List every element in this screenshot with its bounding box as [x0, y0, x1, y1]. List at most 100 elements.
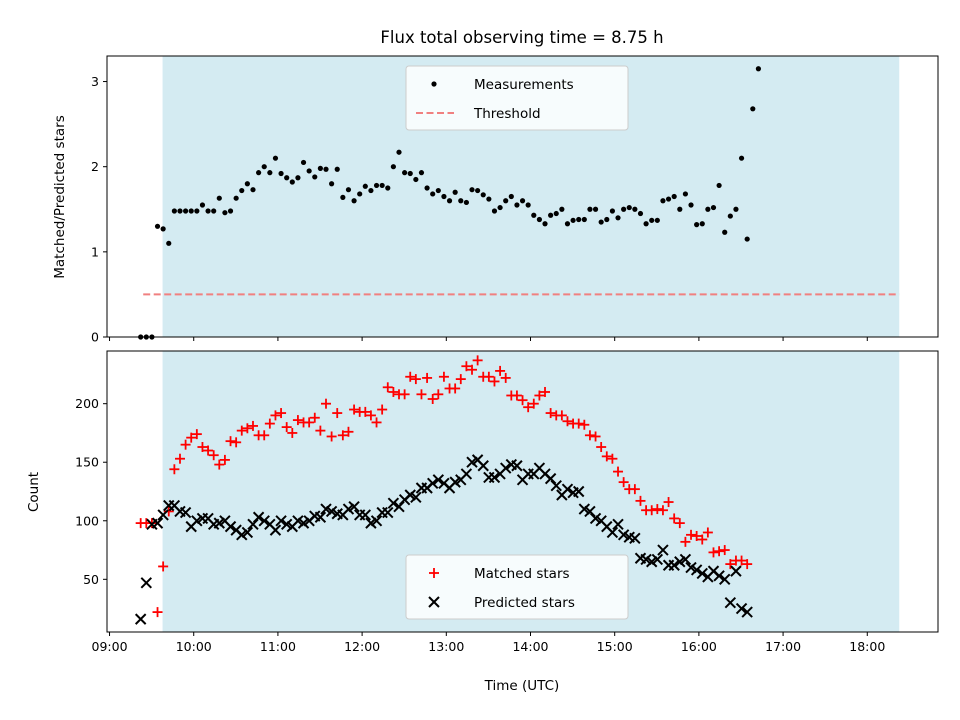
data-point: [573, 485, 585, 498]
data-point: [618, 477, 629, 488]
data-point: [573, 418, 584, 429]
data-point: [287, 427, 298, 438]
data-point: [194, 208, 200, 214]
data-point: [312, 174, 318, 180]
data-point: [713, 570, 725, 582]
data-point: [166, 240, 172, 246]
data-point: [180, 439, 191, 450]
y-tick-label: 3: [91, 74, 99, 89]
data-point: [410, 491, 422, 504]
data-point: [438, 371, 449, 382]
data-point: [199, 202, 206, 208]
data-point: [702, 527, 713, 538]
data-point: [514, 202, 520, 208]
data-point: [211, 208, 217, 214]
x-tick-label: 11:00: [260, 639, 296, 654]
data-point: [607, 453, 618, 464]
data-point: [735, 602, 748, 615]
panel-ratio: 0 1 2 3 Matched/Predicted stars Measurement…: [52, 55, 939, 345]
data-point: [742, 559, 753, 570]
data-point: [491, 208, 498, 214]
data-point: [241, 526, 254, 539]
data-point: [222, 210, 228, 216]
data-point: [219, 454, 230, 465]
data-point: [357, 191, 363, 197]
series-matched-stars: [135, 355, 753, 618]
data-point: [480, 192, 486, 198]
data-point: [489, 376, 500, 387]
data-point: [697, 534, 708, 545]
data-point: [517, 395, 528, 406]
data-point: [368, 187, 374, 194]
x-tick-label: 10:00: [176, 639, 212, 654]
data-point: [396, 149, 402, 155]
data-point: [705, 206, 711, 212]
data-point: [632, 206, 638, 212]
data-point: [225, 436, 236, 447]
data-point: [497, 204, 503, 211]
data-point: [382, 506, 394, 519]
data-point: [446, 198, 453, 204]
data-point: [561, 483, 574, 495]
data-point: [674, 518, 685, 529]
data-point: [284, 175, 290, 181]
data-point: [486, 196, 492, 202]
legend-label: Threshold: [473, 106, 541, 122]
data-point: [281, 422, 292, 433]
data-point: [660, 198, 666, 204]
data-point: [690, 564, 703, 576]
axes-frame: [106, 350, 939, 633]
data-point: [340, 194, 346, 200]
data-point: [724, 597, 737, 609]
data-point: [719, 545, 730, 556]
data-point: [545, 408, 556, 419]
legend-box: [405, 554, 629, 620]
data-point: [744, 236, 750, 242]
legend: Matched stars Predicted stars: [405, 554, 629, 620]
data-point: [680, 536, 691, 547]
data-point: [410, 374, 421, 385]
legend-label: Predicted stars: [474, 595, 575, 611]
x-tick-label: 14:00: [512, 639, 548, 654]
data-point: [371, 417, 382, 428]
data-point: [413, 176, 419, 183]
data-point: [519, 198, 526, 204]
data-point: [179, 506, 192, 519]
data-point: [424, 185, 430, 191]
data-point: [370, 515, 383, 527]
legend-swatch: [428, 596, 440, 608]
x-tick-label: 12:00: [344, 639, 380, 654]
x-tick-label: 15:00: [597, 639, 633, 654]
data-point: [626, 204, 632, 211]
data-point: [511, 390, 522, 401]
data-point: [592, 206, 599, 212]
data-point: [511, 460, 523, 472]
data-point: [365, 410, 376, 421]
data-point: [388, 386, 399, 397]
y-tick-label: 150: [75, 455, 99, 470]
data-point: [264, 418, 275, 429]
data-point: [267, 170, 273, 176]
data-point: [304, 417, 315, 428]
data-point: [377, 404, 388, 415]
data-point: [738, 155, 745, 161]
data-point: [564, 221, 571, 227]
data-point: [231, 437, 242, 448]
data-point: [730, 565, 742, 577]
legend-swatch: [429, 568, 439, 578]
data-point: [186, 432, 197, 443]
data-point: [306, 168, 312, 174]
data-point: [727, 213, 733, 219]
data-point: [710, 204, 717, 211]
data-point: [716, 182, 722, 189]
data-point: [379, 182, 385, 189]
data-point: [649, 217, 655, 223]
data-point: [725, 559, 736, 570]
data-point: [261, 164, 267, 170]
data-point: [387, 497, 400, 509]
data-point: [696, 567, 708, 580]
data-point: [427, 394, 438, 405]
data-point: [637, 210, 644, 217]
data-point: [455, 374, 466, 385]
data-point: [477, 460, 489, 472]
